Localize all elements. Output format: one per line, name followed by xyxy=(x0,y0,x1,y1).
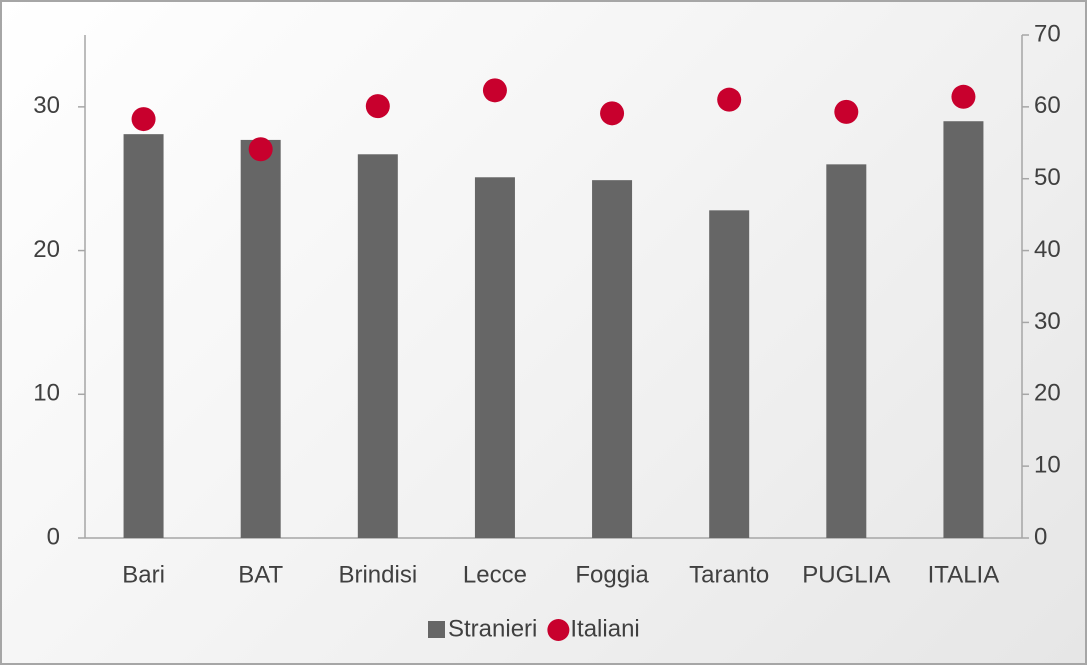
x-tick-label: Brindisi xyxy=(338,561,417,588)
y-tick-label: 20 xyxy=(33,236,60,263)
y2-tick-label: 10 xyxy=(1034,451,1061,478)
legend-swatch xyxy=(428,621,445,638)
bar xyxy=(592,180,633,538)
bar xyxy=(709,210,750,538)
y-tick-label: 0 xyxy=(47,523,60,550)
bar xyxy=(826,164,867,539)
bar xyxy=(357,154,398,539)
bar xyxy=(943,121,984,538)
y2-tick-label: 50 xyxy=(1034,164,1061,191)
y-tick-label: 10 xyxy=(33,380,60,407)
bar xyxy=(474,177,515,538)
bar xyxy=(240,139,281,538)
legend-label: Italiani xyxy=(570,615,639,642)
dot xyxy=(951,84,976,109)
dot xyxy=(131,107,156,132)
dot xyxy=(482,78,507,103)
y-tick-label: 30 xyxy=(33,92,60,119)
y2-tick-label: 70 xyxy=(1034,20,1061,47)
x-tick-label: Lecce xyxy=(463,561,527,588)
y2-tick-label: 0 xyxy=(1034,523,1047,550)
x-tick-label: Bari xyxy=(122,561,165,588)
x-tick-label: BAT xyxy=(238,561,283,588)
dot xyxy=(717,87,742,112)
x-tick-label: ITALIA xyxy=(928,561,1000,588)
dot xyxy=(600,101,625,126)
y2-tick-label: 30 xyxy=(1034,308,1061,335)
x-tick-label: Taranto xyxy=(689,561,769,588)
y2-tick-label: 60 xyxy=(1034,92,1061,119)
x-tick-label: PUGLIA xyxy=(802,561,890,588)
bar xyxy=(123,134,164,539)
dot xyxy=(248,137,273,162)
legend-label: Stranieri xyxy=(448,615,537,642)
dot xyxy=(365,94,390,119)
y2-tick-label: 20 xyxy=(1034,380,1061,407)
y2-tick-label: 40 xyxy=(1034,236,1061,263)
legend-swatch xyxy=(547,619,570,641)
dot xyxy=(834,99,859,124)
x-tick-label: Foggia xyxy=(575,561,649,588)
